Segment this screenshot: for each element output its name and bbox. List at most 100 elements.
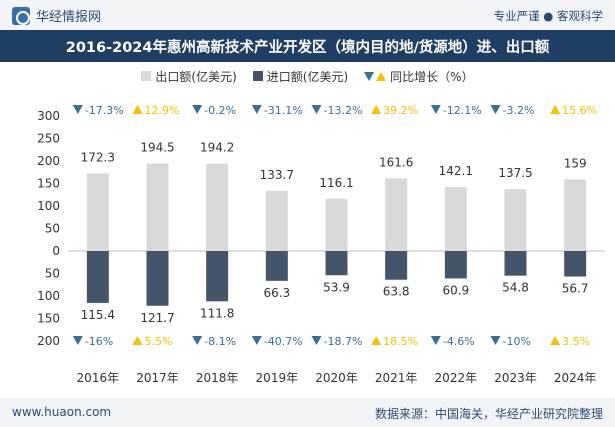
export-growth-label: -31.1% [264,104,303,117]
import-growth-label: 5.5% [145,335,173,348]
import-growth-label: -40.7% [264,335,303,348]
x-tick-label: 2019年 [256,371,299,385]
x-tick-label: 2017年 [136,371,179,385]
legend-label-growth: 同比增长（%） [390,69,474,84]
x-tick-label: 2023年 [494,371,537,385]
legend-up-triangle-icon [376,71,387,81]
export-bar [86,173,109,251]
import-growth-down-triangle-icon [490,336,501,345]
footer-website: www.huaon.com [12,405,112,419]
brand-name: 华经情报网 [36,10,102,25]
export-growth-label: -13.2% [324,104,363,117]
import-growth-down-triangle-icon [72,336,83,345]
export-value-label: 161.6 [379,155,413,169]
export-value-label: 194.2 [200,141,234,155]
import-bar [325,251,348,276]
tagline: 专业严谨 ● 客观科学 [493,9,603,23]
import-growth-label: -10% [503,335,531,348]
import-growth-down-triangle-icon [192,336,203,345]
y-tick-label: 50 [45,267,60,281]
import-growth-label: -4.6% [443,335,475,348]
import-value-label: 53.9 [323,280,350,294]
export-bar [564,179,587,251]
export-value-label: 116.1 [319,176,353,190]
y-tick-label: 250 [37,132,60,146]
import-bar [564,251,587,277]
export-growth-down-triangle-icon [251,105,262,114]
export-value-label: 137.5 [498,166,532,180]
legend-label-export: 出口额(亿美元) [155,69,237,84]
import-value-label: 115.4 [81,308,115,322]
export-growth-label: 15.6% [562,104,597,117]
y-tick-label: 300 [37,109,60,123]
chart-title: 2016-2024年惠州高新技术产业开发区（境内目的地/货源地）进、出口额 [0,30,615,62]
x-tick-label: 2022年 [435,371,478,385]
top-bar: 华经情报网 专业严谨 ● 客观科学 [0,0,615,30]
x-tick-label: 2018年 [196,371,239,385]
legend-item-export: 出口额(亿美元) [141,68,237,85]
import-bar [146,251,169,306]
import-bar [385,251,408,280]
export-growth-down-triangle-icon [430,105,441,114]
export-growth-up-triangle-icon [132,105,143,114]
export-growth-label: -0.2% [204,104,236,117]
footer: www.huaon.com 数据来源：中国海关，华经产业研究院整理 [0,398,615,427]
y-tick-label: 100 [37,199,60,213]
export-bar [504,189,527,251]
export-growth-label: -3.2% [503,104,535,117]
chart-legend: 出口额(亿美元) 进口额(亿美元) 同比增长（%） [0,66,615,86]
y-tick-label: 50 [45,222,60,236]
export-value-label: 194.5 [140,140,174,154]
export-bar [385,178,408,251]
import-growth-label: -16% [85,335,113,348]
y-tick-label: 200 [37,334,60,348]
export-bar [325,198,348,251]
import-value-label: 63.8 [383,285,410,299]
import-growth-label: -8.1% [204,335,236,348]
import-growth-label: 3.5% [562,335,590,348]
y-tick-label: 0 [52,244,60,258]
import-bar [265,251,288,281]
x-tick-label: 2016年 [77,371,120,385]
export-growth-down-triangle-icon [311,105,322,114]
chart-canvas: 300 250 200 150 100 50 0 50 100 150 200 172.3 115.4 2… [37,104,605,385]
legend-swatch-export [141,71,152,81]
legend-item-growth: 同比增长（%） [364,68,474,85]
import-growth-down-triangle-icon [251,336,262,345]
x-tick-label: 2021年 [375,371,418,385]
export-growth-label: 39.2% [383,104,418,117]
import-growth-up-triangle-icon [371,336,382,345]
import-bar [206,251,229,302]
export-growth-label: -12.1% [443,104,482,117]
import-growth-down-triangle-icon [311,336,322,345]
footer-source: 数据来源：中国海关，华经产业研究院整理 [374,407,603,421]
export-growth-label: 12.9% [145,104,180,117]
y-tick-label: 200 [37,154,60,168]
import-bar [86,251,109,303]
y-tick-label: 150 [37,177,60,191]
y-tick-label: 100 [37,289,60,303]
import-value-label: 111.8 [200,306,234,320]
export-growth-down-triangle-icon [192,105,203,114]
export-growth-up-triangle-icon [371,105,382,114]
import-value-label: 56.7 [562,282,589,296]
export-bar [146,163,169,251]
import-bar [504,251,527,276]
legend-swatch-import [252,71,263,81]
brand-logo-icon [12,6,30,25]
export-growth-down-triangle-icon [72,105,83,114]
export-growth-up-triangle-icon [550,105,561,114]
export-value-label: 142.1 [439,164,473,178]
import-growth-label: -18.7% [324,335,363,348]
legend-down-triangle-icon [364,71,375,81]
export-value-label: 159 [564,156,587,170]
legend-label-import: 进口额(亿美元) [266,69,349,84]
import-growth-up-triangle-icon [550,336,561,345]
export-growth-label: -17.3% [85,104,124,117]
import-growth-label: 18.5% [383,335,418,348]
export-growth-down-triangle-icon [490,105,501,114]
export-bar [206,163,229,251]
import-value-label: 54.8 [502,281,529,295]
y-tick-label: 150 [37,312,60,326]
export-bar [444,187,467,251]
